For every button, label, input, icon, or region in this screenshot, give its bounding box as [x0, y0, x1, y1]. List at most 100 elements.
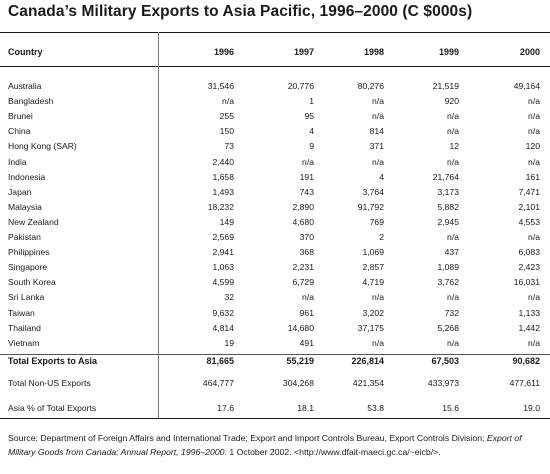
total-1999: 67,503 — [431, 356, 459, 366]
value-cell-1999: n/a — [447, 126, 459, 137]
value-cell-1998: 814 — [369, 126, 384, 137]
value-cell-2000: 1,442 — [518, 322, 540, 333]
country-name: New Zealand — [8, 216, 59, 227]
country-name: Malaysia — [8, 201, 42, 212]
value-cell-2000: 4,553 — [518, 216, 540, 227]
value-cell-1997: 95 — [304, 111, 314, 122]
value-cell-1998: 2 — [379, 232, 384, 242]
value-cell-1997: 4,680 — [292, 216, 314, 227]
value-cell-1999: n/a — [447, 232, 459, 242]
value-cell-1998: n/a — [372, 96, 384, 107]
header-1997: 1997 — [293, 47, 314, 57]
value-cell-1999: 3,173 — [437, 186, 459, 197]
value-cell-1999: 732 — [444, 307, 459, 318]
source-title: Export of Military Goods from Canada: An… — [8, 433, 522, 458]
country-name: Bangladesh — [8, 96, 54, 107]
percent-label: Asia % of Total Exports — [8, 403, 97, 413]
value-cell-1997: 9 — [309, 141, 314, 152]
total-1998: 226,814 — [351, 356, 384, 366]
country-name: China — [8, 126, 31, 137]
header-1998: 1998 — [363, 47, 384, 57]
value-cell-1997: 6,729 — [292, 277, 314, 288]
value-cell-1999: 12 — [449, 141, 459, 152]
non-us-label: Total Non-US Exports — [8, 378, 91, 388]
table-row: Taiwan 9,632 961 3,202 732 1,133 — [0, 306, 550, 321]
value-cell-1999: n/a — [447, 292, 459, 303]
value-cell-2000: 1,133 — [518, 307, 540, 318]
value-cell-1996: 1,063 — [212, 262, 234, 273]
table-row: Bangladesh n/a 1 n/a 920 n/a — [0, 94, 550, 109]
country-name: Hong Kong (SAR) — [8, 141, 77, 152]
value-cell-1999: n/a — [447, 337, 459, 348]
value-cell-2000: n/a — [528, 96, 540, 107]
value-cell-1998: 91,792 — [357, 201, 384, 212]
percent-2000: 19.0 — [523, 403, 540, 413]
table-row: Japan 1,493 743 3,764 3,173 7,471 — [0, 185, 550, 200]
value-cell-2000: 2,101 — [518, 201, 540, 212]
value-cell-1998: n/a — [372, 337, 384, 348]
value-cell-1998: 769 — [369, 216, 384, 227]
value-cell-1997: n/a — [302, 292, 314, 303]
table-row: South Korea 4,599 6,729 4,719 3,762 16,031 — [0, 275, 550, 290]
table-title: Canada’s Military Exports to Asia Pacifi… — [8, 3, 473, 20]
country-name: Taiwan — [8, 307, 35, 318]
table-row: New Zealand 149 4,680 769 2,945 4,553 — [0, 215, 550, 230]
country-name: Japan — [8, 186, 32, 197]
value-cell-1997: 20,776 — [287, 81, 314, 91]
value-cell-1998: n/a — [372, 111, 384, 122]
value-cell-1997: 2,890 — [292, 201, 314, 212]
source-prefix: Source: Department of Foreign Affairs an… — [8, 433, 487, 443]
non-us-1998: 421,354 — [352, 378, 384, 388]
value-cell-1998: 3,764 — [362, 186, 384, 197]
header-1996: 1996 — [213, 47, 234, 57]
header-row: Country 1996 1997 1998 1999 2000 — [0, 45, 550, 60]
value-cell-2000: 16,031 — [513, 277, 540, 288]
value-cell-1996: 255 — [219, 111, 234, 122]
value-cell-1997: 14,680 — [287, 322, 314, 333]
value-cell-1998: 371 — [369, 141, 384, 152]
value-cell-1998: 2,857 — [362, 262, 384, 273]
table-row: Brunei 255 95 n/a n/a n/a — [0, 109, 550, 124]
header-rule — [0, 66, 550, 67]
value-cell-1996: 9,632 — [212, 307, 234, 318]
value-cell-1999: 920 — [444, 96, 459, 107]
percent-1997: 18.1 — [297, 403, 314, 413]
total-row: Total Exports to Asia 81,665 55,219 226,… — [0, 354, 550, 369]
value-cell-2000: n/a — [528, 111, 540, 122]
table-row: Vietnam 19 491 n/a n/a n/a — [0, 336, 550, 351]
value-cell-2000: n/a — [528, 292, 540, 303]
table-row: Indonesia 1,658 191 4 21,764 161 — [0, 170, 550, 185]
source-suffix: . 1 October 2002. <http://www.dfait-maec… — [224, 447, 441, 458]
value-cell-2000: n/a — [528, 232, 540, 242]
country-name: Singapore — [8, 262, 48, 273]
value-cell-1996: n/a — [222, 96, 234, 107]
percent-row: Asia % of Total Exports 17.6 18.1 53.8 1… — [0, 401, 550, 416]
source-note: Source: Department of Foreign Affairs an… — [8, 431, 528, 459]
value-cell-1999: 2,945 — [437, 216, 459, 227]
value-cell-2000: 120 — [525, 141, 540, 152]
value-cell-1996: 150 — [219, 126, 234, 137]
table-row: Pakistan 2,569 370 2 n/a n/a — [0, 230, 550, 245]
value-cell-1997: 491 — [299, 337, 314, 348]
value-cell-1997: 4 — [309, 126, 314, 137]
value-cell-1996: 19 — [224, 337, 234, 348]
percent-1996: 17.6 — [217, 403, 234, 413]
percent-1999: 15.6 — [442, 403, 459, 413]
value-cell-1996: 4,599 — [212, 277, 234, 288]
value-cell-1999: 5,268 — [437, 322, 459, 333]
value-cell-1999: 21,519 — [432, 81, 459, 91]
value-cell-1997: n/a — [302, 156, 314, 167]
value-cell-1996: 2,569 — [212, 232, 234, 242]
country-name: Vietnam — [8, 337, 40, 348]
value-cell-1996: 2,440 — [212, 156, 234, 167]
country-name: South Korea — [8, 277, 56, 288]
non-us-1997: 304,268 — [282, 378, 314, 388]
country-name: Pakistan — [8, 232, 41, 242]
value-cell-1997: 1 — [309, 96, 314, 107]
column-divider — [158, 32, 159, 418]
value-cell-1998: 80,276 — [357, 81, 384, 91]
value-cell-1998: 3,202 — [362, 307, 384, 318]
table-row: Hong Kong (SAR) 73 9 371 12 120 — [0, 139, 550, 154]
country-name: India — [8, 156, 27, 167]
value-cell-2000: 161 — [525, 171, 540, 182]
